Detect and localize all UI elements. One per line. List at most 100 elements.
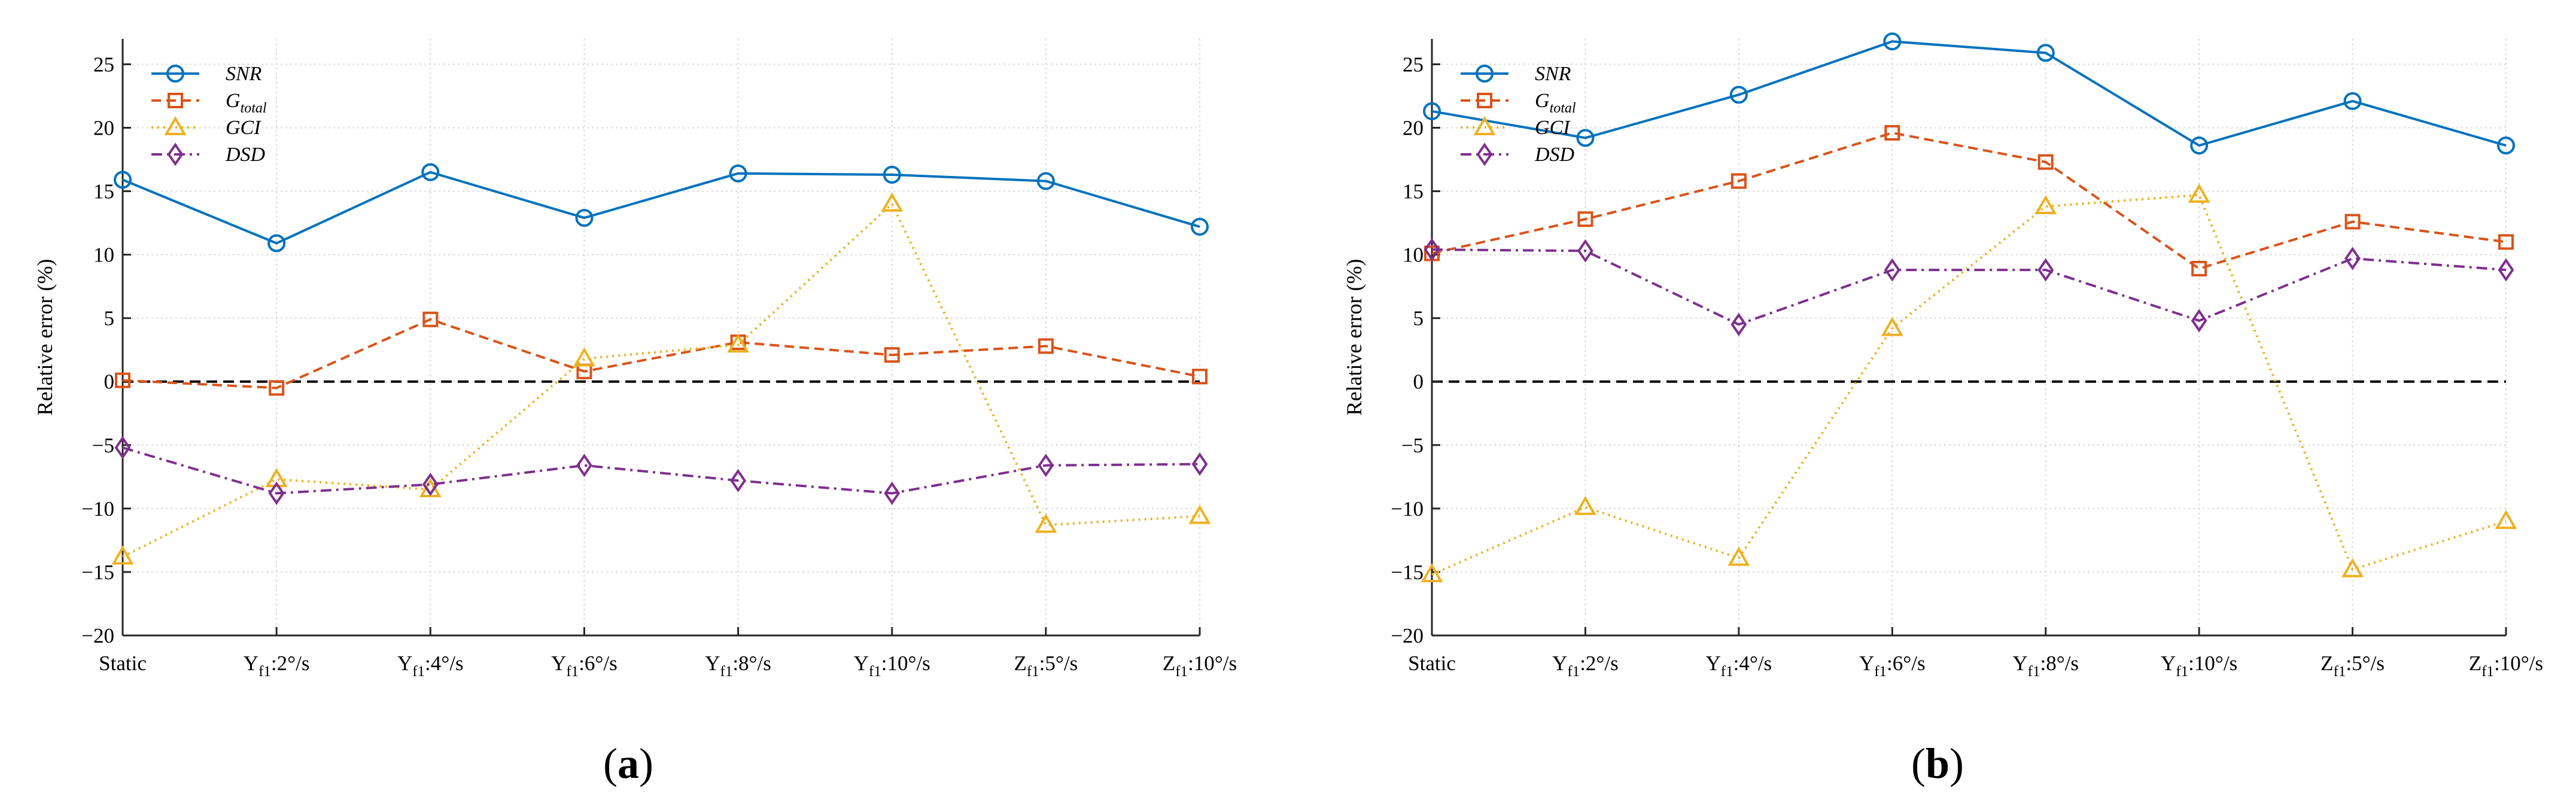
x-tick-label-sub: f1 bbox=[720, 664, 733, 680]
data-point bbox=[883, 165, 901, 184]
y-axis-label: Relative error (%) bbox=[1342, 259, 1366, 416]
legend-label-main: G bbox=[1535, 90, 1550, 112]
x-tick-label: Yf1:4°/s bbox=[1706, 652, 1772, 680]
data-point bbox=[575, 209, 594, 227]
series-line bbox=[1431, 131, 2507, 270]
data-point bbox=[1038, 454, 1054, 477]
data-point bbox=[111, 545, 134, 565]
y-tick-label: 0 bbox=[1413, 370, 1424, 394]
x-tick-label: Yf1:10°/s bbox=[854, 652, 930, 680]
series-dsd bbox=[114, 436, 1208, 505]
data-point bbox=[729, 164, 747, 182]
legend-label-main: SNR bbox=[1535, 63, 1571, 85]
data-point bbox=[114, 436, 131, 460]
y-tick-label: −15 bbox=[1391, 561, 1424, 584]
x-tick-label-sub: f1 bbox=[1721, 664, 1733, 680]
x-tick-label: Zf1:10°/s bbox=[2469, 652, 2543, 680]
data-point bbox=[2037, 258, 2054, 282]
x-tick-label-main: Y bbox=[1706, 652, 1721, 675]
x-tick-label: Yf1:2°/s bbox=[1552, 652, 1619, 680]
x-tick-label-main: Static bbox=[99, 652, 147, 675]
caption-close: ) bbox=[639, 740, 653, 787]
legend-label-main: SNR bbox=[226, 63, 262, 85]
x-tick-label-main: Y bbox=[1552, 652, 1567, 675]
caption-open: ( bbox=[603, 740, 618, 787]
x-tick-label: Static bbox=[1408, 652, 1456, 675]
legend-label-sub: total bbox=[1550, 101, 1576, 116]
x-tick-label-sub: f1 bbox=[258, 664, 271, 680]
legend-label: GCI bbox=[226, 117, 261, 139]
x-tick-label-suffix: :4°/s bbox=[425, 652, 464, 675]
data-point bbox=[1421, 563, 1443, 583]
y-tick-label: 10 bbox=[1403, 244, 1424, 267]
legend-marker bbox=[1473, 115, 1496, 135]
legend-label-main: GCI bbox=[1535, 117, 1571, 139]
data-point bbox=[1577, 239, 1593, 263]
x-tick-label: Zf1:10°/s bbox=[1163, 652, 1237, 680]
data-point bbox=[1728, 546, 1750, 566]
x-tick-label-suffix: :2°/s bbox=[271, 652, 310, 675]
data-point bbox=[2343, 92, 2362, 110]
legend-marker bbox=[1476, 142, 1493, 166]
data-point bbox=[115, 372, 130, 388]
legend-label: SNR bbox=[226, 63, 262, 85]
x-tick-label: Zf1:5°/s bbox=[1014, 652, 1078, 680]
x-tick-label: Zf1:5°/s bbox=[2320, 652, 2385, 680]
y-tick-label: 20 bbox=[1403, 116, 1424, 139]
x-tick-label-suffix: :8°/s bbox=[2040, 652, 2079, 675]
x-tick-label-suffix: :6°/s bbox=[579, 652, 618, 675]
x-tick-label-sub: f1 bbox=[1567, 664, 1580, 680]
x-tick-label-suffix: :5°/s bbox=[1039, 652, 1078, 675]
data-point bbox=[884, 481, 901, 505]
x-tick-label-sub: f1 bbox=[2028, 664, 2040, 680]
data-point bbox=[1424, 238, 1440, 261]
legend-label: DSD bbox=[1534, 144, 1575, 166]
y-tick-label: 25 bbox=[93, 53, 114, 76]
data-point bbox=[265, 468, 288, 488]
x-tick-label-main: Z bbox=[2469, 652, 2481, 675]
series-line bbox=[1431, 193, 2507, 576]
x-tick-label-suffix: :6°/s bbox=[1887, 652, 1926, 675]
x-tick-label: Yf1:10°/s bbox=[2161, 652, 2237, 680]
series-snr bbox=[114, 163, 1209, 253]
legend-label: GCI bbox=[1535, 117, 1571, 139]
x-tick-label-main: Y bbox=[551, 652, 566, 675]
panel-caption: (b) bbox=[1911, 740, 1964, 787]
data-point bbox=[1730, 312, 1747, 336]
data-point bbox=[1577, 211, 1593, 227]
series-line bbox=[1431, 248, 2507, 326]
data-point bbox=[421, 163, 440, 181]
x-tick-label: Yf1:8°/s bbox=[2012, 652, 2079, 680]
data-point bbox=[576, 454, 592, 477]
x-tick-label: Yf1:2°/s bbox=[244, 652, 310, 680]
data-point bbox=[727, 333, 750, 353]
series-line bbox=[122, 171, 1200, 245]
series-line bbox=[1431, 40, 2507, 147]
data-point bbox=[1035, 513, 1057, 533]
y-tick-label: −5 bbox=[1401, 434, 1424, 457]
y-tick-label: −10 bbox=[81, 497, 114, 521]
y-tick-label: −20 bbox=[81, 624, 114, 647]
y-tick-label: −5 bbox=[92, 434, 114, 457]
y-tick-label: 20 bbox=[93, 116, 114, 139]
y-tick-label: 15 bbox=[1403, 180, 1424, 203]
data-point bbox=[881, 192, 904, 212]
data-point bbox=[1191, 452, 1208, 476]
caption-close: ) bbox=[1950, 740, 1964, 787]
legend-label-main: DSD bbox=[1534, 144, 1575, 166]
legend-label-sub: total bbox=[241, 101, 267, 116]
legend-label: Gtotal bbox=[1535, 90, 1576, 116]
data-point bbox=[1038, 338, 1054, 354]
legend-label-main: G bbox=[226, 90, 241, 112]
data-point bbox=[1729, 86, 1748, 104]
series-g-total bbox=[115, 311, 1208, 396]
x-tick-label-main: Y bbox=[244, 652, 258, 675]
x-tick-label: Static bbox=[99, 652, 147, 675]
series-gci bbox=[1421, 183, 2517, 583]
data-point bbox=[1884, 124, 1900, 141]
x-tick-label-main: Z bbox=[1014, 652, 1026, 675]
data-point bbox=[2344, 214, 2361, 230]
y-tick-label: 5 bbox=[104, 307, 115, 330]
data-point bbox=[2191, 309, 2207, 333]
